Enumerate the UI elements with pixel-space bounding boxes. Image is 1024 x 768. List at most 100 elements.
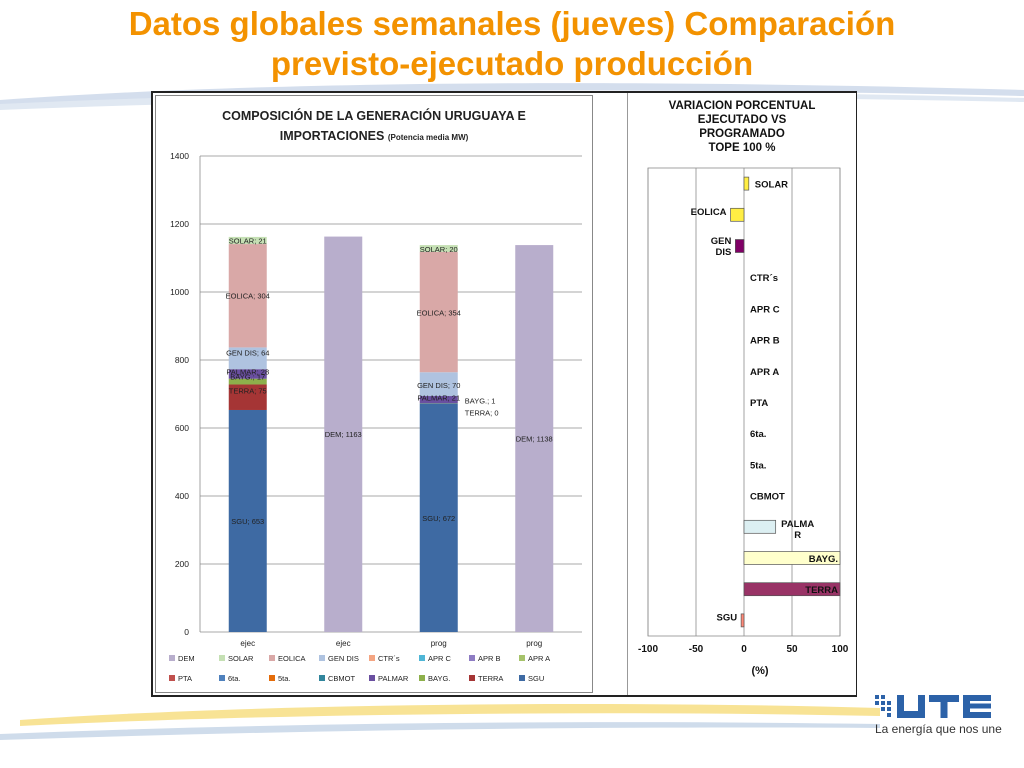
legend-swatch [319, 655, 325, 661]
variation-chart: VARIACION PORCENTUAL EJECUTADO VS PROGRAMA… [627, 93, 856, 695]
legend-item-label: APR B [478, 654, 501, 663]
category-label: PALMA [781, 519, 814, 530]
variation-bar-terra [743, 582, 841, 597]
legend-item-label: CTR´s [378, 654, 400, 663]
variation-bar-sgu [740, 613, 745, 628]
legend-item-label: GEN DIS [328, 654, 359, 663]
category-label: TERRA [805, 585, 838, 596]
category-label: APR B [750, 336, 780, 347]
category-label: APR A [750, 367, 779, 378]
data-label: PALMAR; 28 [226, 368, 269, 377]
data-label: TERRA; 0 [465, 408, 499, 417]
variation-title: TOPE 100 % [709, 142, 776, 154]
x-tick-label: prog [526, 639, 542, 648]
legend-swatch [519, 655, 525, 661]
legend-item-label: PALMAR [378, 674, 409, 683]
legend-swatch [169, 675, 175, 681]
y-tick-label: 0 [184, 627, 189, 637]
data-label: TERRA; 75 [229, 387, 267, 396]
category-label: R [794, 530, 801, 541]
chart-title-suffix: (Potencia media MW) [388, 133, 469, 142]
category-label: 5ta. [750, 460, 766, 471]
legend-item-label: SGU [528, 674, 544, 683]
variation-bar-eolica [730, 207, 745, 222]
legend-swatch [269, 675, 275, 681]
category-label: CBMOT [750, 492, 785, 503]
legend-swatch [419, 655, 425, 661]
bar-terra-0 [228, 384, 267, 410]
page-title-line1: Datos globales semanales (jueves) Compar… [128, 5, 896, 42]
variation-bar-gen-dis [735, 239, 745, 253]
legend-item-label: EOLICA [278, 654, 306, 663]
bar-dem-3 [515, 245, 554, 632]
legend-item-label: PTA [178, 674, 192, 683]
category-label: GEN [711, 236, 732, 247]
legend-item-label: APR A [528, 654, 550, 663]
bar-sgu-0 [228, 409, 267, 632]
y-tick-label: 600 [175, 423, 189, 433]
chart-title: COMPOSICIÓN DE LA GENERACIÓN URUGUAYA E [222, 108, 526, 123]
bar-eolica-0 [228, 244, 267, 348]
legend-item-label: DEM [178, 654, 195, 663]
legend-item-label: CBMOT [328, 674, 356, 683]
category-label: PTA [750, 398, 768, 409]
legend-swatch [369, 655, 375, 661]
category-label: APR C [750, 304, 780, 315]
y-tick-label: 1400 [170, 151, 189, 161]
legend-item-label: TERRA [478, 674, 503, 683]
y-tick-label: 400 [175, 491, 189, 501]
y-tick-label: 800 [175, 355, 189, 365]
legend-item-label: BAYG. [428, 674, 450, 683]
page-title-line2: previsto-ejecutado producción [270, 45, 754, 82]
variation-svg: VARIACION PORCENTUAL EJECUTADO VS PROGRAMA… [638, 100, 849, 677]
x-tick-label: ejec [240, 639, 255, 648]
legend-swatch [269, 655, 275, 661]
bar-eolica-2 [419, 251, 458, 373]
data-label: BAYG.; 17 [230, 372, 265, 381]
variation-bar-solar [743, 176, 750, 191]
data-label: DEM; 1138 [516, 435, 553, 444]
data-label: SGU; 653 [231, 517, 264, 526]
bar-gen-dis-2 [419, 372, 458, 397]
category-label: CTR´s [750, 273, 778, 284]
legend-swatch [519, 675, 525, 681]
x-axis-label: (%) [751, 665, 768, 677]
data-label: PALMAR; 21 [417, 394, 460, 403]
variation-bar-palmar [743, 519, 777, 534]
legend-swatch [219, 675, 225, 681]
generation-composition-chart: COMPOSICIÓN DE LA GENERACIÓN URUGUAYA E I… [155, 95, 593, 693]
legend-item-label: SOLAR [228, 654, 254, 663]
legend-swatch [169, 655, 175, 661]
footer-swoosh [0, 704, 880, 740]
bar-palmar-0 [228, 369, 267, 379]
bar-bayg--0 [228, 378, 267, 385]
data-label: BAYG.; 1 [465, 396, 496, 405]
data-label: SGU; 672 [422, 514, 455, 523]
x-tick-label: 50 [786, 644, 798, 655]
bar-gen-dis-0 [228, 347, 267, 370]
x-tick-label: -100 [638, 644, 658, 655]
generation-composition-svg: COMPOSICIÓN DE LA GENERACIÓN URUGUAYA E I… [169, 108, 582, 683]
data-label: DEM; 1163 [325, 430, 362, 439]
page-title: Datos globales semanales (jueves) Compar… [40, 4, 984, 84]
bar-sgu-2 [419, 403, 458, 632]
variation-bar-bayg- [743, 551, 841, 565]
legend-swatch [469, 675, 475, 681]
data-label: SOLAR; 20 [420, 245, 458, 254]
chart-title-main: IMPORTACIONES [280, 129, 388, 143]
logo-slogan: La energía que nos une [875, 722, 1002, 736]
data-label: EOLICA; 304 [226, 291, 270, 300]
legend-swatch [219, 655, 225, 661]
data-label: GEN DIS; 64 [226, 349, 269, 358]
category-label: 6ta. [750, 429, 766, 440]
bar-dem-1 [324, 236, 363, 632]
variation-title: VARIACION PORCENTUAL [669, 100, 816, 112]
category-label: BAYG. [809, 554, 838, 565]
data-label: SOLAR; 21 [229, 236, 267, 245]
legend-swatch [319, 675, 325, 681]
legend-item-label: APR C [428, 654, 452, 663]
y-tick-label: 1000 [170, 287, 189, 297]
category-label: DIS [716, 247, 732, 258]
legend-swatch [469, 655, 475, 661]
x-tick-label: 0 [741, 644, 747, 655]
